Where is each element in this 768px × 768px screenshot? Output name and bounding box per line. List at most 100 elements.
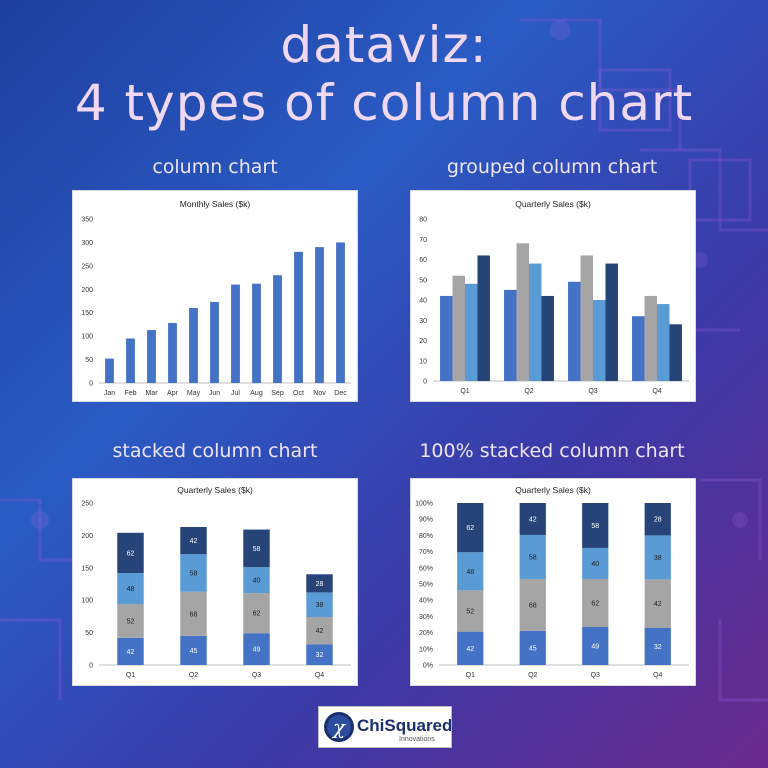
bar-segment	[519, 630, 546, 665]
bar	[580, 255, 593, 381]
x-tick-label: Q2	[524, 388, 533, 395]
y-tick-label: 20	[419, 338, 427, 345]
bar-segment	[180, 591, 207, 636]
y-tick-label: 0	[89, 663, 93, 670]
y-tick-label: 0	[423, 379, 427, 386]
bar	[440, 295, 453, 381]
bar	[147, 330, 156, 383]
data-label: 42	[127, 649, 135, 656]
data-label: 62	[591, 600, 599, 607]
data-label: 42	[316, 628, 324, 635]
bar	[210, 301, 219, 383]
data-label: 45	[529, 645, 537, 652]
data-label: 48	[127, 586, 135, 593]
data-label: 62	[253, 611, 261, 618]
data-label: 58	[190, 570, 198, 577]
data-label: 48	[466, 569, 474, 576]
data-label: 58	[253, 546, 261, 553]
data-label: 68	[529, 602, 537, 609]
bar-segment	[644, 535, 671, 580]
data-label: 58	[591, 523, 599, 530]
x-tick-label: Feb	[124, 390, 136, 397]
main-title-line2: 4 types of column chart	[74, 74, 694, 132]
data-label: 52	[127, 618, 135, 625]
data-label: 40	[591, 561, 599, 568]
chart-title: Quarterly Sales ($k)	[515, 485, 591, 495]
y-tick-label: 30	[419, 318, 427, 325]
panel-title-stacked: stacked column chart	[112, 440, 318, 462]
bar-segment	[243, 593, 270, 634]
y-tick-label: 50	[419, 277, 427, 284]
grouped-column-chart-card: Quarterly Sales ($k) 0 10 20 30 40 50 60 70 80 Q1 Q…	[410, 190, 696, 402]
data-label: 38	[316, 602, 324, 609]
bar	[632, 316, 645, 381]
y-tick-label: 250	[81, 501, 93, 508]
data-label: 62	[466, 525, 474, 532]
y-tick-label: 150	[81, 310, 93, 317]
y-tick-label: 100%	[415, 501, 433, 508]
y-tick-label: 50	[85, 630, 93, 637]
y-tick-label: 70	[419, 237, 427, 244]
data-label: 42	[654, 601, 662, 608]
chi-symbol-icon: χ ChiSquared Innovations	[324, 712, 452, 743]
bar-segment	[180, 635, 207, 665]
bar-segment	[582, 503, 609, 548]
y-tick-label: 300	[81, 240, 93, 247]
bar-segment	[243, 633, 270, 665]
bar-segment	[306, 592, 333, 618]
bar-segment	[519, 534, 546, 580]
x-tick-label: Q4	[315, 672, 324, 679]
bar-segment	[457, 631, 484, 665]
data-label: 32	[316, 652, 324, 659]
bar-segment	[519, 503, 546, 535]
x-tick-label: May	[187, 390, 201, 397]
bar-segment	[644, 579, 671, 628]
bar-segment	[117, 572, 144, 605]
x-tick-label: Q1	[126, 672, 135, 679]
bar-segment	[243, 567, 270, 594]
chart-title: Quarterly Sales ($k)	[177, 485, 253, 495]
logo-name: ChiSquared	[357, 716, 451, 735]
stacked-column-chart: Quarterly Sales ($k) 0 50 100 150 200 250 Q1 Q2 Q…	[81, 485, 351, 679]
bar-segment	[306, 574, 333, 593]
data-label: 58	[529, 555, 537, 562]
y-tick-label: 30%	[419, 614, 433, 621]
bar	[605, 263, 618, 381]
data-label: 28	[316, 581, 324, 588]
x-tick-label: Apr	[167, 390, 179, 397]
bar-segment	[243, 529, 270, 568]
bar	[477, 255, 490, 381]
bar-segment	[644, 627, 671, 665]
x-tick-label: Jan	[104, 390, 115, 397]
x-tick-label: Mar	[145, 390, 158, 397]
y-tick-label: 80	[419, 217, 427, 224]
bar	[657, 304, 670, 381]
x-tick-label: Q3	[588, 388, 597, 395]
data-label: 42	[529, 516, 537, 523]
y-tick-label: 250	[81, 263, 93, 270]
y-tick-label: 0%	[423, 663, 433, 670]
bar	[593, 300, 606, 381]
bar	[168, 323, 177, 383]
data-label: 49	[591, 644, 599, 651]
bar	[336, 242, 345, 383]
bar	[541, 295, 554, 381]
svg-text:χ: χ	[331, 715, 347, 739]
main-title-line1: dataviz:	[280, 16, 488, 74]
bar	[452, 275, 465, 381]
data-label: 45	[190, 648, 198, 655]
data-label: 42	[466, 646, 474, 653]
panel-title-grouped: grouped column chart	[446, 156, 658, 178]
bar-segment	[306, 617, 333, 645]
bar	[504, 289, 517, 381]
data-label: 68	[190, 611, 198, 618]
column-chart-card: Monthly Sales ($k) 0 50 100 150 200 250 300 350 J…	[72, 190, 358, 402]
x-tick-label: Dec	[334, 390, 347, 397]
data-label: 49	[253, 647, 261, 654]
y-tick-label: 200	[81, 533, 93, 540]
data-label: 52	[466, 609, 474, 616]
bar	[315, 247, 324, 383]
bar-segment	[457, 503, 484, 553]
data-label: 42	[190, 538, 198, 545]
